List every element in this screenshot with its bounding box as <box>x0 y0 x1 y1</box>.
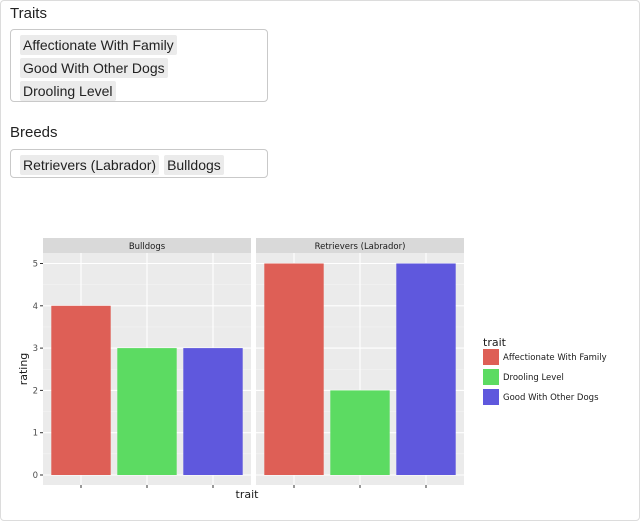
bar <box>330 390 390 475</box>
traits-label: Traits <box>10 5 47 22</box>
traits-chip[interactable]: Affectionate With Family <box>20 35 177 55</box>
y-tick-label: 0 <box>33 471 38 481</box>
legend-title: trait <box>483 336 507 349</box>
facet-strip <box>256 238 464 253</box>
bar <box>117 348 177 475</box>
traits-chip[interactable]: Good With Other Dogs <box>20 58 168 78</box>
legend-label: Drooling Level <box>503 373 564 383</box>
bar <box>264 263 324 475</box>
x-axis-title: trait <box>236 488 260 501</box>
y-tick-label: 2 <box>33 386 38 396</box>
bar <box>183 348 243 475</box>
facet-strip <box>43 238 251 253</box>
legend-label: Good With Other Dogs <box>503 393 599 403</box>
y-tick-label: 4 <box>33 302 38 312</box>
traits-chip[interactable]: Drooling Level <box>20 81 116 101</box>
legend-swatch <box>483 389 499 405</box>
facet-title: Bulldogs <box>129 242 166 252</box>
y-axis-title: rating <box>17 353 30 386</box>
breeds-multiselect[interactable]: Retrievers (Labrador) Bulldogs <box>10 149 268 178</box>
y-tick-label: 3 <box>33 344 38 354</box>
traits-multiselect[interactable]: Affectionate With Family Good With Other… <box>10 29 268 102</box>
y-tick-label: 1 <box>33 429 38 439</box>
breeds-chip[interactable]: Bulldogs <box>164 155 224 175</box>
y-tick-label: 5 <box>33 260 38 270</box>
legend-swatch <box>483 349 499 365</box>
bar <box>396 263 456 475</box>
breeds-label: Breeds <box>10 124 58 141</box>
bar <box>51 305 111 475</box>
breeds-chip[interactable]: Retrievers (Labrador) <box>20 155 160 175</box>
legend-swatch <box>483 369 499 385</box>
facet-title: Retrievers (Labrador) <box>315 242 406 252</box>
legend-label: Affectionate With Family <box>503 353 607 363</box>
